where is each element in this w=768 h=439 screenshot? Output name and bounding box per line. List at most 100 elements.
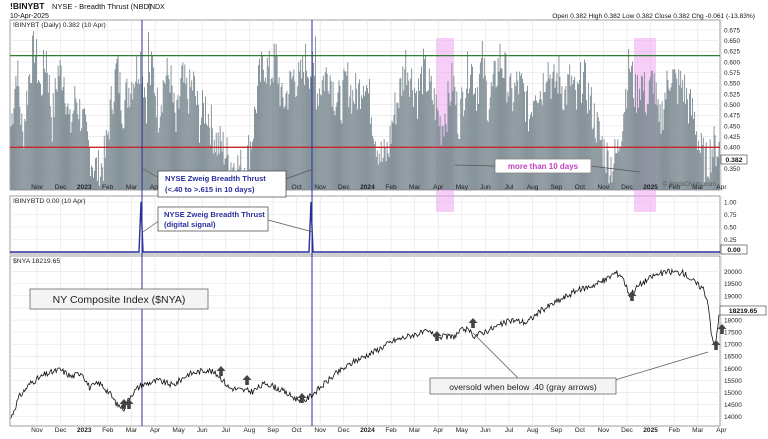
bt-bar — [191, 80, 193, 190]
bt-bar — [211, 128, 213, 190]
bt-bar — [390, 143, 392, 190]
bt-bar — [357, 109, 359, 190]
bt-bar — [691, 115, 692, 190]
bt-bar — [115, 63, 117, 190]
bt-bar — [355, 72, 357, 190]
bt-bar — [571, 75, 573, 190]
bt-bar — [618, 151, 620, 190]
nya-x-tick-label: Jul — [505, 427, 514, 434]
bt-y-tick-label: 0.625 — [724, 49, 740, 56]
bt-bar — [122, 128, 124, 190]
bt-bar — [184, 64, 186, 190]
bt-bar — [715, 166, 717, 190]
bt-bar — [143, 97, 145, 190]
bt-bar — [414, 87, 416, 190]
bt-bar — [697, 140, 699, 190]
bt-bar — [60, 65, 62, 190]
nya-x-tick-label: Aug — [527, 427, 539, 434]
bt-bar — [345, 71, 347, 190]
bt-bar — [301, 78, 303, 190]
bt-bar — [416, 90, 418, 190]
sig-last-value-tag: 0.00 — [720, 244, 748, 255]
nya-y-tick-label: 15500 — [724, 378, 742, 385]
bt-bar — [189, 69, 191, 190]
nya-x-tick-label: Mar — [126, 427, 138, 434]
bt-bar — [313, 75, 315, 190]
bt-bar — [63, 77, 65, 190]
bt-bar — [503, 77, 505, 190]
bt-bar — [532, 101, 534, 190]
zbt-callout-line1: NYSE Zweig Breadth Thrust — [165, 174, 266, 183]
bt-x-tick-label: 2025 — [643, 184, 658, 191]
bt-bar — [666, 70, 668, 190]
bt-bar — [377, 164, 379, 190]
bt-bar — [295, 97, 297, 190]
bt-bar — [142, 76, 144, 190]
bt-bar — [207, 114, 209, 190]
bt-bar — [561, 86, 563, 190]
bt-bar — [700, 132, 702, 190]
bt-bar — [459, 138, 461, 190]
bt-bar — [421, 94, 423, 190]
sig-last-value: 0.00 — [727, 247, 740, 254]
bt-bar — [45, 51, 47, 190]
sig-y-tick-label: 0.25 — [724, 237, 737, 244]
bt-bar — [287, 109, 289, 190]
bt-bar — [308, 78, 309, 190]
bt-x-tick-label: Mar — [126, 184, 138, 191]
nya-x-tick-label: Mar — [409, 427, 421, 434]
reference-lines — [10, 54, 720, 148]
bt-bar — [542, 73, 544, 190]
bt-bar — [589, 95, 591, 190]
nya-x-tick-label: Feb — [669, 427, 681, 434]
bt-bar — [76, 102, 78, 190]
bt-bar — [113, 101, 115, 190]
bt-bar — [290, 71, 292, 190]
digital-callout-line1: NYSE Zweig Breadth Thrust — [164, 210, 265, 219]
bt-bar — [683, 101, 685, 190]
bt-bar — [321, 80, 323, 190]
bt-bar — [510, 73, 512, 190]
bt-bar — [136, 55, 138, 190]
bt-bar — [157, 132, 159, 190]
bt-bar — [257, 85, 258, 190]
bt-bar — [524, 91, 526, 190]
bt-bar — [496, 85, 498, 190]
bt-bar — [417, 118, 418, 190]
bt-bar — [408, 80, 410, 190]
bt-bar — [394, 92, 396, 190]
bt-y-tick-label: 0.575 — [724, 70, 740, 77]
bt-bar — [385, 161, 387, 190]
symbol-name: NYSE - Breadth Thrust (NBD) — [52, 2, 152, 11]
bt-bar — [539, 90, 541, 190]
bt-bar — [226, 137, 228, 190]
bt-bar — [285, 93, 287, 190]
bt-bar — [461, 87, 463, 190]
bt-bar — [32, 35, 34, 191]
bt-bar — [195, 96, 197, 190]
bt-bar — [552, 71, 554, 190]
bt-bar — [481, 40, 483, 190]
bt-bar — [81, 128, 83, 190]
bt-bar — [563, 110, 565, 190]
bt-bar — [675, 73, 677, 190]
bt-bar — [366, 84, 367, 190]
bt-bar — [559, 76, 561, 190]
bt-bar — [344, 71, 346, 190]
bt-bar — [548, 78, 550, 190]
bt-bar — [398, 108, 400, 190]
bt-bar — [272, 82, 274, 190]
bt-bar — [713, 126, 715, 190]
bt-bar — [686, 87, 688, 190]
bt-bar — [661, 101, 663, 190]
bt-bar — [490, 81, 492, 190]
bt-bar — [78, 119, 80, 190]
bt-bar — [705, 142, 707, 190]
bt-bar — [419, 90, 420, 190]
bt-bar — [24, 118, 26, 190]
bt-bar — [322, 75, 324, 190]
bt-bar — [188, 113, 190, 190]
bt-bar — [18, 86, 20, 190]
bt-bar — [410, 78, 412, 190]
bt-bar — [428, 68, 430, 190]
